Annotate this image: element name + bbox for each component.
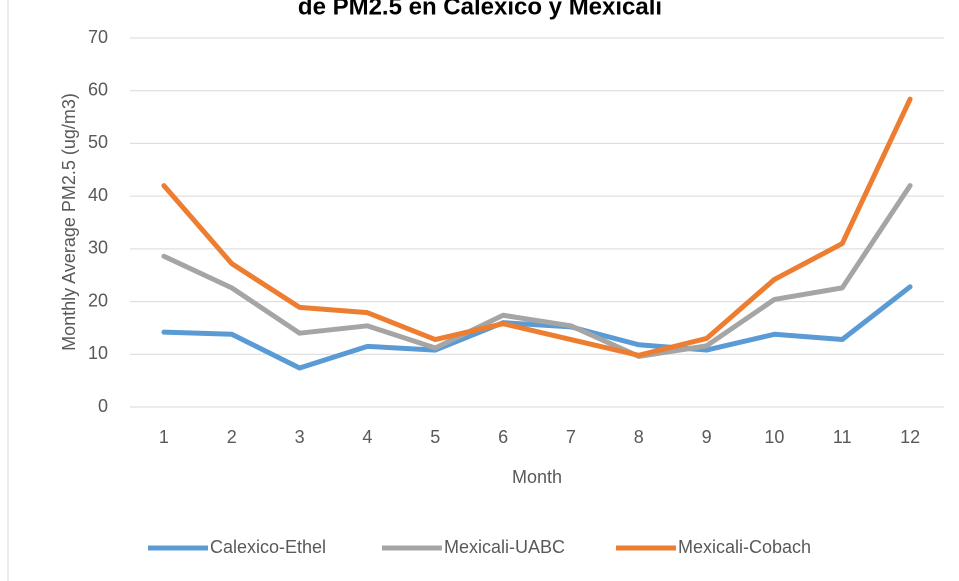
x-tick-label: 6 (498, 427, 508, 447)
y-tick-label: 50 (88, 132, 108, 152)
y-tick-label: 20 (88, 290, 108, 310)
x-tick-label: 10 (764, 427, 784, 447)
x-tick-label: 3 (295, 427, 305, 447)
legend-label: Mexicali-UABC (444, 537, 565, 557)
legend-label: Calexico-Ethel (210, 537, 326, 557)
series-line (161, 96, 913, 358)
x-axis-label: Month (512, 467, 562, 487)
chart-border (7, 0, 959, 581)
y-tick-label: 10 (88, 343, 108, 363)
series-line (161, 183, 913, 359)
x-tick-label: 11 (833, 427, 852, 447)
y-tick-label: 0 (98, 396, 108, 416)
y-axis-label: Monthly Average PM2.5 (ug/m3) (59, 93, 79, 351)
legend-label: Mexicali-Cobach (678, 537, 811, 557)
x-tick-label: 7 (566, 427, 576, 447)
series-line (161, 284, 913, 371)
x-tick-label: 9 (702, 427, 712, 447)
y-tick-label: 30 (88, 238, 108, 258)
x-tick-label: 2 (227, 427, 237, 447)
y-tick-label: 70 (88, 27, 108, 47)
chart-title: de PM2.5 en Calexico y Mexicali (298, 0, 662, 20)
y-tick-label: 40 (88, 185, 108, 205)
y-tick-label: 60 (88, 79, 108, 99)
x-tick-label: 8 (634, 427, 644, 447)
x-tick-label: 4 (362, 427, 372, 447)
x-tick-label: 5 (430, 427, 440, 447)
x-tick-label: 1 (159, 427, 169, 447)
x-tick-label: 12 (900, 427, 920, 447)
